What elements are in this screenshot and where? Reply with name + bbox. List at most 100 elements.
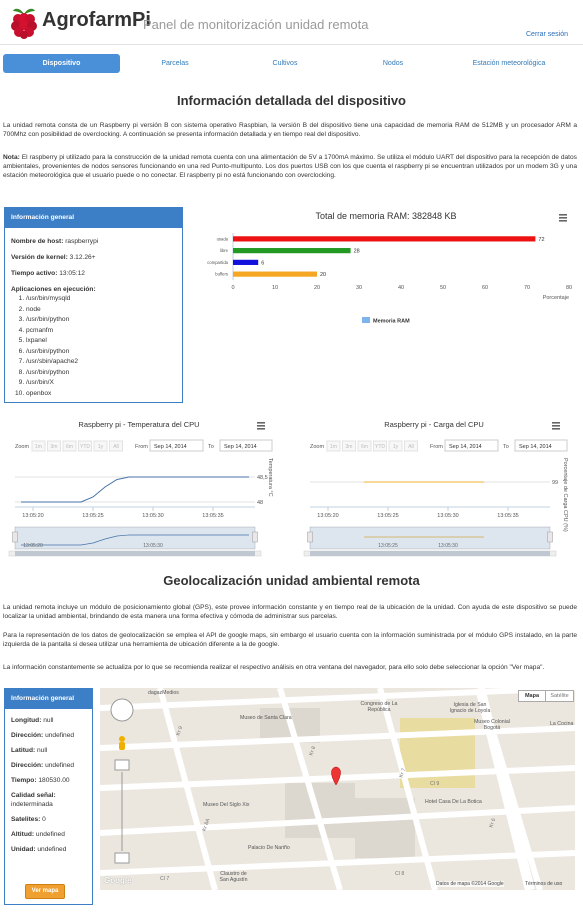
zoom-button[interactable] xyxy=(78,440,92,452)
app-item: node xyxy=(26,305,182,316)
zoom-label: Zoom xyxy=(310,444,324,450)
date-input[interactable] xyxy=(444,439,499,452)
x-tick-label: 80 xyxy=(566,285,572,291)
x-tick-label: 40 xyxy=(398,285,404,291)
x-tick-label: 10 xyxy=(272,285,278,291)
map-type-button[interactable]: Satélite xyxy=(545,690,574,702)
temperature-chart: Raspberry pi - Temperatura del CPU Zoom 1m… xyxy=(8,420,273,557)
zoom-button[interactable] xyxy=(342,440,356,452)
data-label: 20 xyxy=(320,272,326,278)
date-value: Sep 14, 2014 xyxy=(224,444,257,450)
app-item: openbox xyxy=(26,389,182,400)
zoom-button[interactable] xyxy=(373,440,387,452)
legend-swatch xyxy=(362,317,370,323)
brand: AgrofarmPi xyxy=(42,9,151,31)
navigator-handle[interactable] xyxy=(547,531,553,543)
field: Calidad señal: indeterminada xyxy=(11,791,85,809)
y-axis-title: Porcentaje de Carga CPU (%) xyxy=(562,458,568,532)
field-label: Versión de kernel: xyxy=(11,254,68,261)
menu-icon[interactable] xyxy=(559,214,567,216)
place-label: Museo Del Siglo Xix xyxy=(203,802,250,808)
field-value: null xyxy=(43,717,54,724)
field: Versión de kernel: 3.12.26+ xyxy=(11,253,182,262)
zoom-button-label: All xyxy=(113,444,119,450)
street-label: Cl 9 xyxy=(430,781,440,787)
zoom-button[interactable] xyxy=(388,440,403,452)
line xyxy=(21,476,249,503)
map-terms[interactable]: Términos de uso xyxy=(525,881,563,887)
app-item: /usr/bin/python xyxy=(26,315,182,326)
field: Satelites: 0 xyxy=(11,815,85,824)
navigator-handle[interactable] xyxy=(12,531,18,543)
date-input[interactable] xyxy=(219,439,273,452)
zoom-button[interactable] xyxy=(109,440,123,452)
field-value: undefined xyxy=(45,732,75,739)
view-map-button[interactable]: Ver mapa xyxy=(25,884,65,899)
menu-icon[interactable] xyxy=(257,425,265,427)
field: Altitud: undefined xyxy=(11,830,85,839)
app-item: /usr/bin/X xyxy=(26,378,182,389)
menu-icon[interactable] xyxy=(552,425,560,427)
navigator-handle[interactable] xyxy=(252,531,258,543)
field: Longitud: null xyxy=(11,716,85,725)
navigator-tick-label: 13:05:25 xyxy=(378,543,398,549)
field-value: 0 xyxy=(42,816,46,823)
zoom-button[interactable] xyxy=(357,440,372,452)
menu-icon[interactable] xyxy=(257,422,265,424)
date-value: Sep 14, 2014 xyxy=(519,444,552,450)
zoom-button-label: All xyxy=(408,444,414,450)
field: Dirección: undefined xyxy=(11,761,85,770)
nav-tab[interactable]: Estación meteorológica xyxy=(472,60,546,67)
x-axis-title: Porcentaje xyxy=(543,295,569,301)
navigator-handle[interactable] xyxy=(307,531,313,543)
scrollbar-thumb[interactable] xyxy=(15,551,255,556)
chart-title: Raspberry pi - Carga del CPU xyxy=(384,420,484,429)
app-item: /usr/bin/mysqld xyxy=(26,294,182,305)
field-value: raspberrypi xyxy=(65,238,99,245)
map-type-button[interactable]: Mapa xyxy=(518,690,546,702)
zoom-button[interactable] xyxy=(326,440,341,452)
map[interactable]: Mapa Satélite dagazMedios Museo de Santa… xyxy=(100,688,575,890)
menu-icon[interactable] xyxy=(559,220,567,222)
menu-icon[interactable] xyxy=(257,428,265,430)
map-streets xyxy=(100,688,575,890)
navigator-selection xyxy=(310,527,550,549)
zoom-button[interactable] xyxy=(62,440,77,452)
field-value: 13:05:12 xyxy=(59,270,85,277)
x-tick-label: 50 xyxy=(440,285,446,291)
zoom-button[interactable] xyxy=(93,440,108,452)
category-label: buffers xyxy=(215,272,228,277)
zoom-button-label: 1m xyxy=(35,444,42,450)
menu-icon[interactable] xyxy=(552,422,560,424)
zoom-button[interactable] xyxy=(31,440,46,452)
date-input[interactable] xyxy=(149,439,204,452)
nav-tab[interactable]: Cultivos xyxy=(272,60,298,67)
x-tick-label: 13:05:30 xyxy=(142,513,163,519)
app-item: /usr/bin/python xyxy=(26,368,182,379)
fields: Longitud: null Dirección: undefined Latitu… xyxy=(5,716,85,854)
date-input[interactable] xyxy=(514,439,568,452)
bar xyxy=(233,248,351,254)
navigator-selection xyxy=(15,527,255,549)
x-tick-label: 60 xyxy=(482,285,488,291)
x-tick-label: 13:05:35 xyxy=(497,513,518,519)
menu-icon[interactable] xyxy=(552,428,560,430)
field-value: indeterminada xyxy=(11,801,53,808)
x-tick-label: 13:05:35 xyxy=(202,513,223,519)
zoom-button[interactable] xyxy=(47,440,61,452)
zoom-button[interactable] xyxy=(404,440,418,452)
logout-link[interactable]: Cerrar sesión xyxy=(526,31,569,38)
nav-tab[interactable]: Dispositivo xyxy=(3,54,120,73)
nav-tab[interactable]: Nodos xyxy=(382,60,404,67)
paragraph: La unidad remota incluye un módulo de po… xyxy=(3,604,577,620)
field-label: Altitud: xyxy=(11,831,35,838)
scrollbar-thumb[interactable] xyxy=(310,551,550,556)
menu-icon[interactable] xyxy=(559,217,567,219)
field-value: null xyxy=(37,747,48,754)
street-label: Cl 7 xyxy=(160,876,170,882)
x-tick-label: 13:05:20 xyxy=(317,513,338,519)
section-title: Geolocalización unidad ambiental remota xyxy=(163,573,420,588)
x-tick-label: 13:05:25 xyxy=(377,513,398,519)
nav-tab[interactable]: Parcelas xyxy=(161,60,189,67)
zoom-label: Zoom xyxy=(15,444,29,450)
